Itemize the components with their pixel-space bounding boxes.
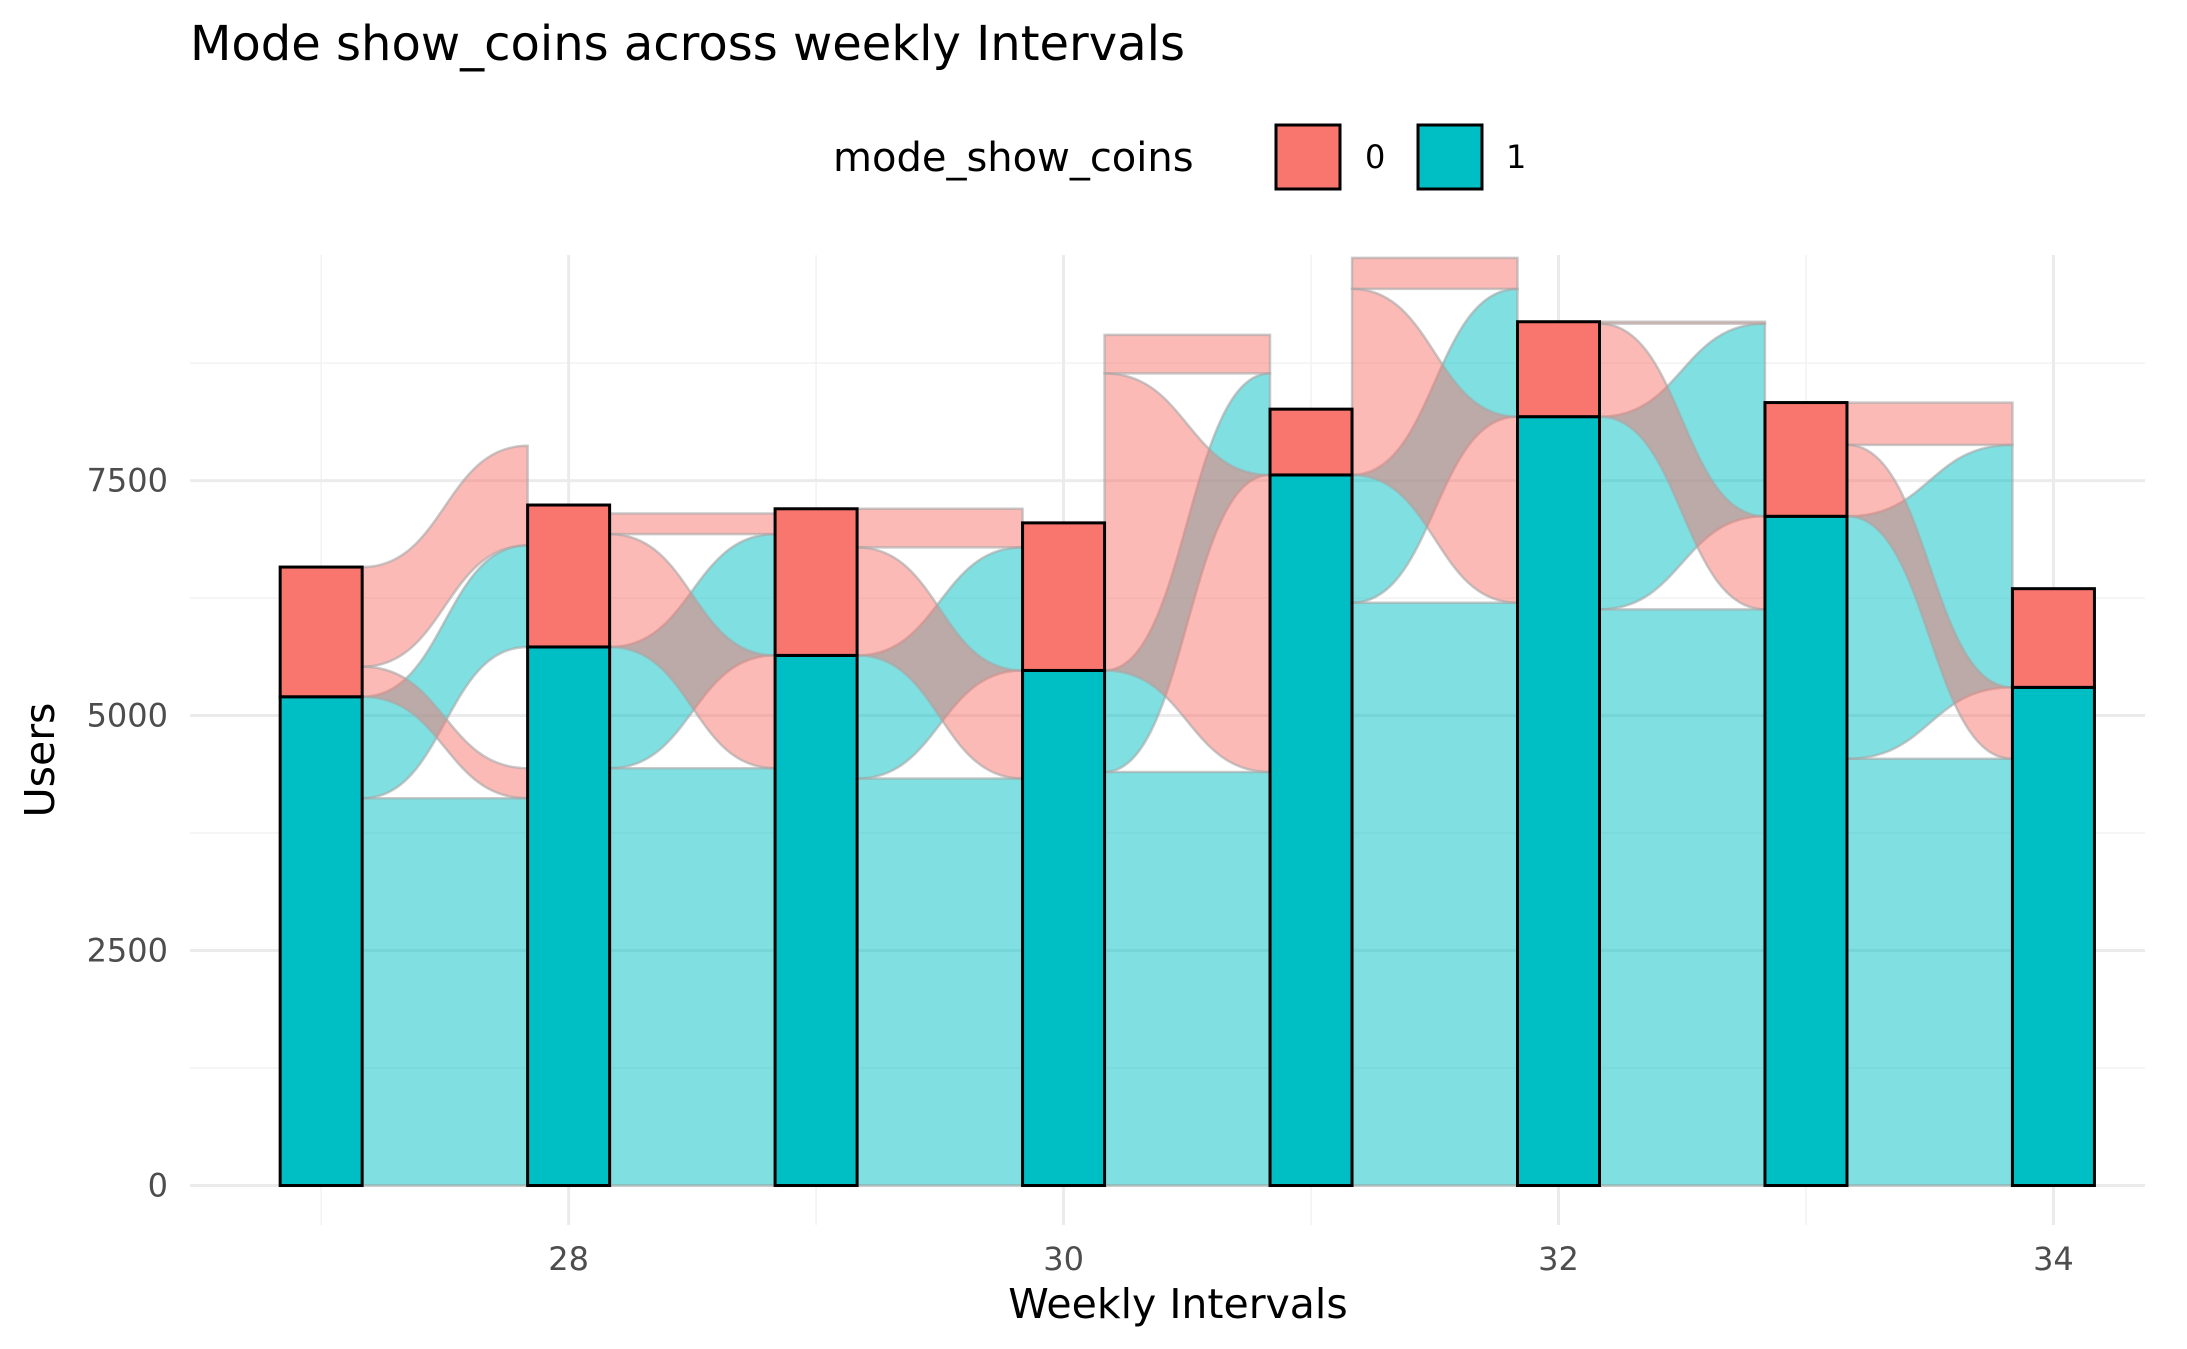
y-tick-label: 2500 [87,932,168,970]
bar-segment-1-week-32 [1516,415,1601,1188]
bar-segment-1-week-33 [1763,514,1849,1188]
flow-band-1-to-1-week-31 [1350,601,1519,1187]
flow-band-0-to-0-week-29 [855,507,1024,549]
bar-segment-1-week-28 [526,645,612,1188]
bar-segment-0-week-31 [1268,407,1354,477]
flow-band-0-to-0-week-33 [1845,401,2014,447]
bar-segment-1-week-29 [773,653,859,1188]
flow-band-0-to-0-week-32 [1598,320,1767,325]
legend-key-0 [1274,123,1342,191]
y-tick-label: 0 [148,1167,168,1205]
bar-segment-1-week-27 [278,695,364,1188]
x-tick-label: 34 [2033,1240,2074,1278]
flow-band-0-to-0-week-28 [608,512,777,536]
x-axis-ticks: 28 30 32 34 [548,1240,2074,1278]
x-tick-label: 30 [1043,1240,1084,1278]
flow-band-1-to-1-week-30 [1103,770,1272,1187]
legend-label-0: 0 [1365,138,1385,176]
flow-band-1-to-1-week-32 [1598,608,1767,1187]
legend: mode_show_coins 0 1 [833,123,1526,191]
flow-band-0-to-0-week-31 [1350,256,1519,291]
bar-segment-0-week-33 [1763,401,1849,518]
bar-segment-0-week-28 [526,503,612,649]
x-tick-label: 28 [548,1240,589,1278]
bar-segment-0-week-30 [1021,521,1107,672]
bar-segment-1-week-34 [2010,685,2096,1188]
bar-segment-0-week-27 [278,565,364,699]
x-tick-label: 32 [1538,1240,1579,1278]
x-axis-title: Weekly Intervals [1008,1280,1347,1328]
chart-title: Mode show_coins across weekly Intervals [190,16,1185,72]
y-axis-ticks: 0 2500 5000 7500 [87,462,168,1205]
legend-title: mode_show_coins [833,135,1194,181]
y-tick-label: 7500 [87,462,168,500]
bar-segment-0-week-29 [773,507,859,657]
legend-label-1: 1 [1506,138,1526,176]
y-tick-label: 5000 [87,697,168,735]
flow-band-1-to-1-week-28 [608,766,777,1187]
flow-band-1-to-1-week-27 [360,797,529,1187]
stacked-bars [278,320,2096,1188]
bar-segment-1-week-31 [1268,473,1354,1188]
legend-key-1 [1416,123,1484,191]
bar-segment-0-week-32 [1516,320,1601,419]
y-axis-title: Users [16,703,64,818]
flow-band-0-to-0-week-30 [1103,333,1272,375]
flow-bands [360,256,2014,1187]
flow-band-1-to-1-week-29 [855,777,1024,1187]
flow-band-1-to-1-week-33 [1845,757,2014,1187]
bar-segment-1-week-30 [1021,668,1107,1188]
bar-segment-0-week-34 [2010,587,2096,689]
